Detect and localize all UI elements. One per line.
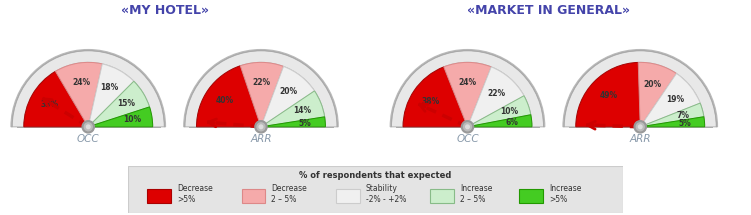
Wedge shape bbox=[638, 62, 677, 127]
Wedge shape bbox=[197, 63, 325, 127]
Text: ARR: ARR bbox=[629, 134, 651, 144]
Wedge shape bbox=[89, 64, 134, 127]
Wedge shape bbox=[576, 63, 704, 127]
Text: Decrease
2 – 5%: Decrease 2 – 5% bbox=[271, 184, 307, 204]
Wedge shape bbox=[89, 107, 152, 127]
Circle shape bbox=[257, 123, 265, 131]
Text: 20%: 20% bbox=[644, 80, 662, 89]
Wedge shape bbox=[640, 74, 700, 127]
Wedge shape bbox=[391, 50, 544, 127]
Text: 49%: 49% bbox=[599, 91, 617, 100]
Text: 20%: 20% bbox=[279, 88, 297, 97]
Text: ARR: ARR bbox=[250, 134, 272, 144]
Wedge shape bbox=[24, 63, 152, 127]
Text: 24%: 24% bbox=[458, 78, 477, 87]
Text: 5%: 5% bbox=[299, 119, 312, 128]
Wedge shape bbox=[240, 62, 284, 127]
Circle shape bbox=[638, 125, 642, 129]
Circle shape bbox=[636, 123, 644, 131]
Wedge shape bbox=[261, 117, 325, 127]
Text: 18%: 18% bbox=[101, 83, 119, 92]
Wedge shape bbox=[11, 50, 165, 127]
Wedge shape bbox=[197, 62, 325, 127]
Text: 22%: 22% bbox=[252, 78, 270, 87]
Wedge shape bbox=[56, 62, 102, 127]
Text: % of respondents that expected: % of respondents that expected bbox=[300, 171, 451, 180]
Wedge shape bbox=[89, 81, 149, 127]
Wedge shape bbox=[563, 49, 717, 127]
Text: 22%: 22% bbox=[488, 89, 506, 98]
Text: 24%: 24% bbox=[72, 78, 90, 88]
Text: 7%: 7% bbox=[677, 111, 689, 120]
Text: 10%: 10% bbox=[123, 115, 141, 124]
Wedge shape bbox=[467, 115, 532, 127]
Circle shape bbox=[466, 125, 469, 129]
Text: 5%: 5% bbox=[678, 119, 691, 128]
FancyBboxPatch shape bbox=[128, 166, 623, 213]
Text: 6%: 6% bbox=[505, 118, 518, 127]
Wedge shape bbox=[403, 62, 532, 127]
Text: Increase
>5%: Increase >5% bbox=[549, 184, 581, 204]
Wedge shape bbox=[576, 62, 640, 127]
Wedge shape bbox=[184, 49, 338, 127]
Wedge shape bbox=[261, 66, 315, 127]
Wedge shape bbox=[261, 91, 324, 127]
Bar bbox=[519, 189, 543, 203]
Wedge shape bbox=[640, 103, 704, 127]
Wedge shape bbox=[197, 66, 261, 127]
Wedge shape bbox=[24, 62, 152, 127]
Wedge shape bbox=[24, 71, 89, 127]
Circle shape bbox=[634, 121, 647, 133]
Circle shape bbox=[259, 125, 263, 129]
Wedge shape bbox=[403, 63, 532, 127]
Wedge shape bbox=[467, 67, 524, 127]
Text: Decrease
>5%: Decrease >5% bbox=[177, 184, 213, 204]
Text: 33%: 33% bbox=[41, 100, 59, 109]
Wedge shape bbox=[403, 67, 467, 127]
Text: Increase
2 – 5%: Increase 2 – 5% bbox=[460, 184, 492, 204]
Text: 10%: 10% bbox=[500, 107, 518, 116]
Circle shape bbox=[255, 121, 267, 133]
Circle shape bbox=[86, 125, 90, 129]
Wedge shape bbox=[184, 50, 338, 127]
Text: 38%: 38% bbox=[421, 97, 440, 106]
Wedge shape bbox=[11, 49, 165, 127]
Text: 14%: 14% bbox=[293, 106, 312, 115]
Text: «MARKET IN GENERAL»: «MARKET IN GENERAL» bbox=[466, 4, 630, 17]
Bar bbox=[147, 189, 171, 203]
Bar bbox=[242, 189, 265, 203]
Wedge shape bbox=[576, 62, 704, 127]
Circle shape bbox=[463, 123, 472, 131]
Bar bbox=[336, 189, 360, 203]
Wedge shape bbox=[467, 96, 531, 127]
Bar bbox=[430, 189, 454, 203]
Wedge shape bbox=[444, 62, 491, 127]
Text: Stability
-2% - +2%: Stability -2% - +2% bbox=[366, 184, 406, 204]
Circle shape bbox=[82, 121, 95, 133]
Text: «MY HOTEL»: «MY HOTEL» bbox=[121, 4, 210, 17]
Text: 40%: 40% bbox=[216, 97, 234, 105]
Text: OCC: OCC bbox=[77, 134, 100, 144]
Wedge shape bbox=[640, 117, 704, 127]
Wedge shape bbox=[563, 50, 717, 127]
Text: OCC: OCC bbox=[456, 134, 479, 144]
Text: 19%: 19% bbox=[666, 95, 684, 104]
Circle shape bbox=[461, 121, 474, 133]
Circle shape bbox=[84, 123, 92, 131]
Text: 15%: 15% bbox=[117, 99, 135, 108]
Wedge shape bbox=[391, 49, 544, 127]
